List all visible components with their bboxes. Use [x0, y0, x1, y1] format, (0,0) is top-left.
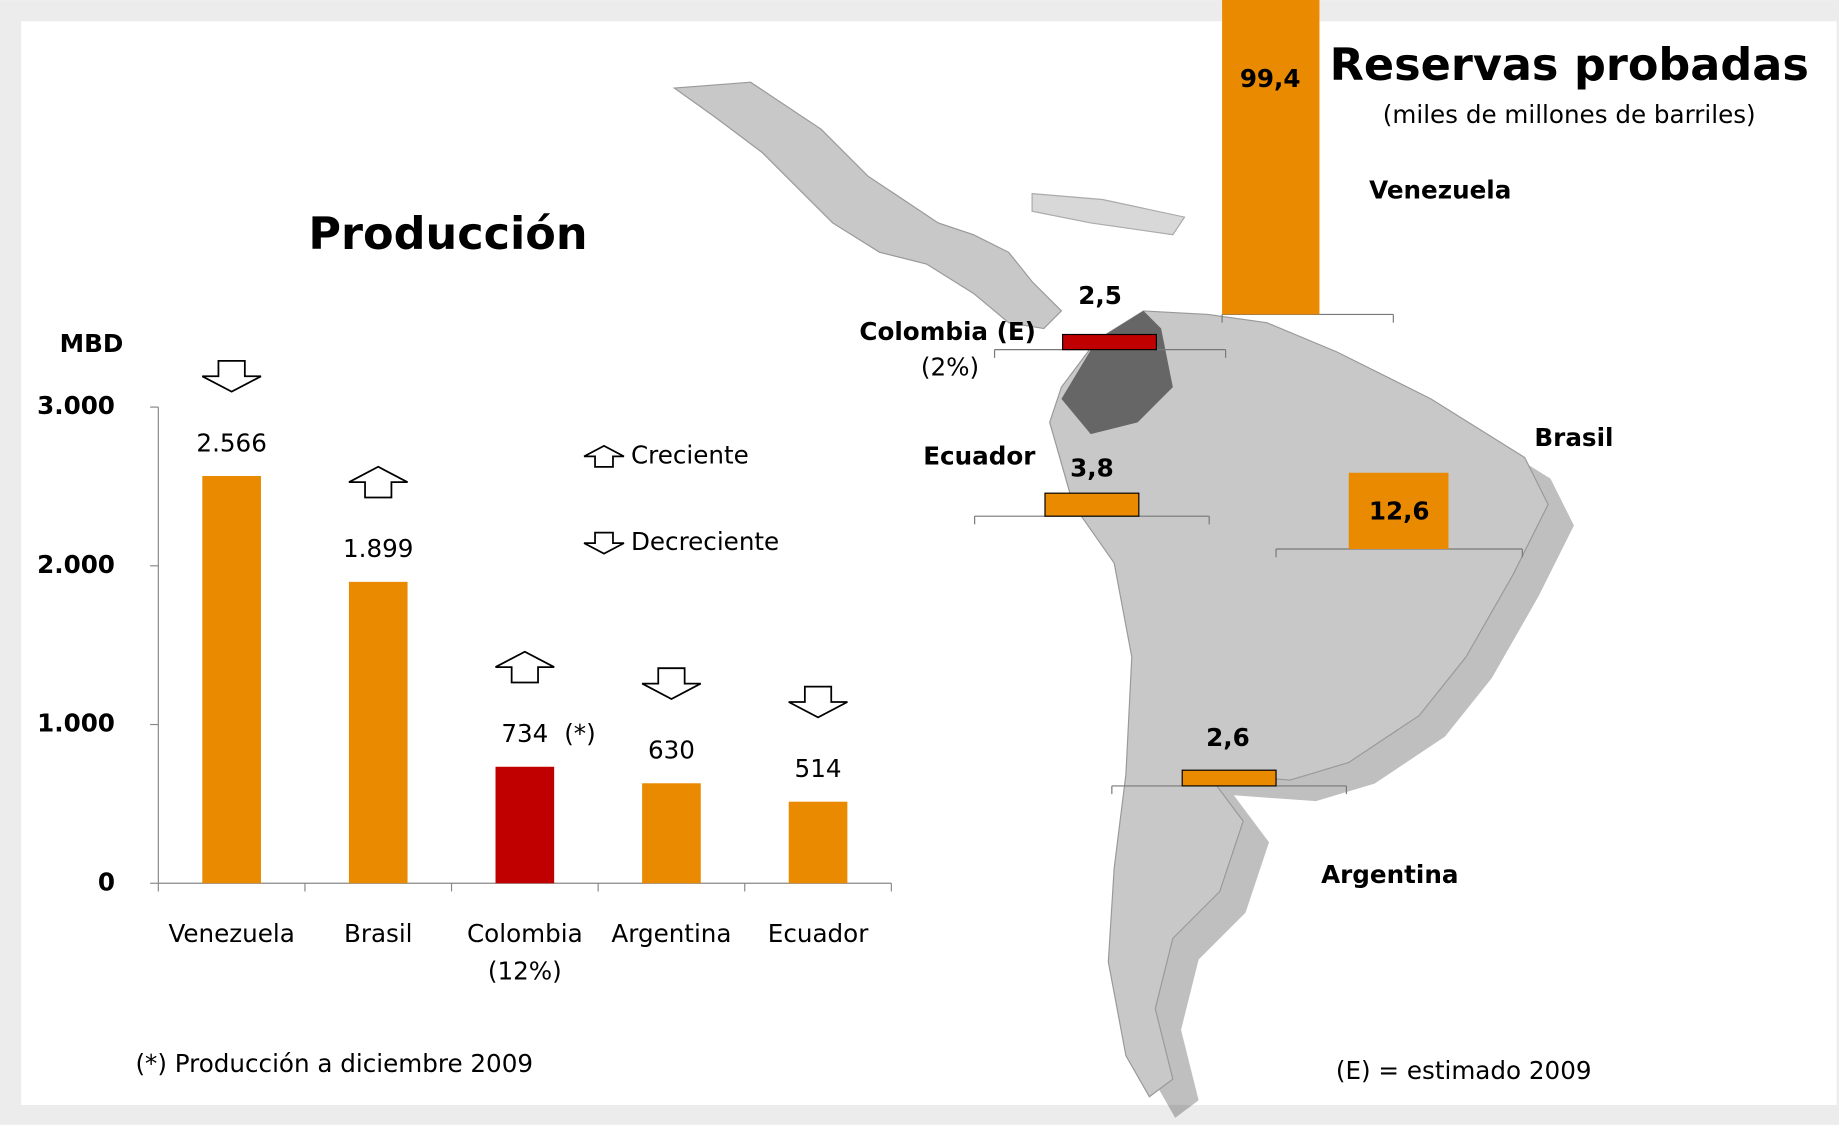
bar — [788, 801, 848, 884]
category-label: Colombia (E) — [859, 317, 1035, 346]
chart-title: Reservas probadas — [1330, 39, 1809, 91]
footnote: (*) Producción a diciembre 2009 — [135, 1049, 533, 1078]
value-label: 3,8 — [1070, 453, 1114, 482]
y-tick-label: 1.000 — [37, 709, 115, 738]
map — [672, 81, 1574, 1118]
category-label: Ecuador — [923, 442, 1036, 471]
legend-arrow — [583, 444, 625, 468]
bar — [1044, 492, 1140, 517]
x-tick-label: Colombia — [467, 919, 583, 948]
bar — [202, 475, 261, 884]
trend-arrow — [348, 465, 408, 499]
value-note: (*) — [564, 719, 596, 748]
category-label: Venezuela — [1369, 175, 1511, 204]
panel — [21, 21, 1837, 1105]
category-note: (2%) — [921, 352, 979, 381]
chart-title: Producción — [308, 208, 587, 260]
y-axis-label: MBD — [60, 329, 124, 358]
value-label: 2,6 — [1206, 723, 1250, 752]
value-label: 1.899 — [343, 534, 413, 563]
y-tick-label: 3.000 — [37, 391, 115, 420]
bar — [495, 766, 555, 884]
y-tick-label: 0 — [98, 867, 115, 896]
category-label: Argentina — [1321, 860, 1458, 889]
legend-arrow — [583, 531, 625, 555]
legend-label: Creciente — [631, 440, 749, 469]
x-tick-label: Venezuela — [168, 919, 294, 948]
legend-label: Decreciente — [631, 527, 779, 556]
value-label: 734 — [501, 719, 548, 748]
trend-arrow — [788, 685, 848, 719]
value-label: 2.566 — [196, 428, 266, 457]
value-label: 630 — [648, 736, 695, 765]
x-tick-label: Argentina — [611, 919, 731, 948]
bar — [1222, 0, 1320, 315]
category-label: Brasil — [1534, 423, 1613, 452]
trend-arrow — [201, 360, 262, 393]
chart-subtitle: (miles de millones de barriles) — [1383, 100, 1756, 129]
bar — [642, 783, 701, 884]
bar — [1061, 333, 1157, 351]
bar — [1181, 769, 1277, 787]
y-tick-label: 2.000 — [37, 550, 115, 579]
trend-arrow — [641, 667, 702, 700]
footnote: (E) = estimado 2009 — [1336, 1056, 1592, 1085]
value-label: 2,5 — [1078, 281, 1122, 310]
bar — [348, 581, 408, 884]
x-tick-note: (12%) — [488, 956, 562, 985]
value-label: 99,4 — [1240, 64, 1301, 93]
value-label: 12,6 — [1369, 497, 1430, 526]
x-tick-label: Ecuador — [768, 919, 869, 948]
x-tick-label: Brasil — [344, 919, 413, 948]
trend-arrow — [495, 650, 555, 684]
value-label: 514 — [795, 754, 842, 783]
bar — [1348, 472, 1449, 550]
